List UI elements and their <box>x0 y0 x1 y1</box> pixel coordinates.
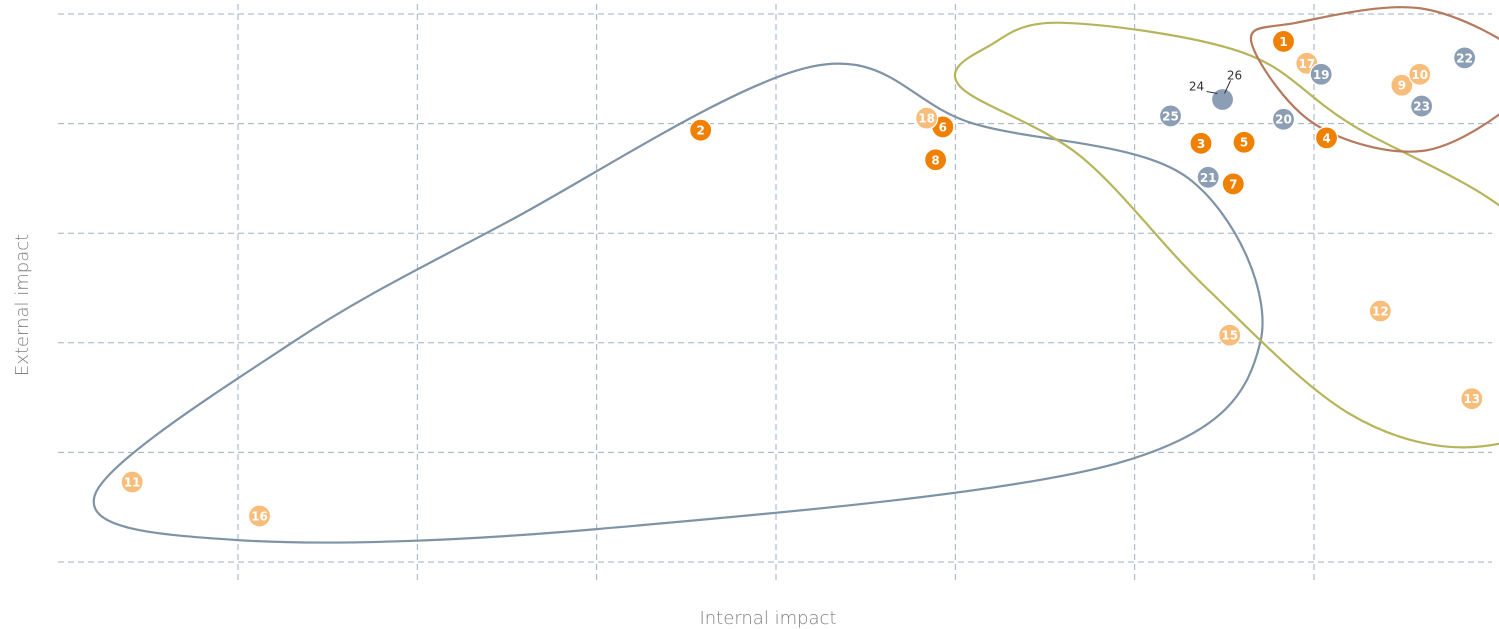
cluster-outline-3 <box>1249 6 1499 153</box>
point-marker-20 <box>1271 107 1296 131</box>
x-axis-label: Internal impact <box>699 608 836 629</box>
point-1: 1 <box>1271 29 1296 54</box>
cluster-outline-1 <box>92 62 1264 544</box>
point-label-26: 26 <box>1227 68 1242 82</box>
point-label-19: 19 <box>1313 68 1330 82</box>
point-9: 9 <box>1390 73 1414 97</box>
point-marker-9 <box>1390 73 1414 97</box>
point-label-3: 3 <box>1197 137 1205 151</box>
point-marker-18 <box>915 106 939 130</box>
y-axis-label: External impact <box>12 234 33 376</box>
point-marker-22 <box>1453 46 1477 70</box>
point-marker-8 <box>924 148 948 172</box>
point-marker-11 <box>120 470 144 494</box>
point-label-24: 24 <box>1189 79 1204 93</box>
point-label-4: 4 <box>1322 131 1330 145</box>
point-marker-16 <box>247 504 272 528</box>
point-label-17: 17 <box>1298 57 1315 71</box>
point-marker-3 <box>1189 131 1213 155</box>
grid <box>58 4 1492 584</box>
point-label-13: 13 <box>1463 392 1480 406</box>
point-3: 3 <box>1189 131 1213 155</box>
point-label-9: 9 <box>1398 79 1406 93</box>
point-7: 7 <box>1221 172 1245 196</box>
point-label-2: 2 <box>697 124 705 138</box>
point-25: 25 <box>1158 104 1183 128</box>
point-marker-10 <box>1408 62 1432 86</box>
point-label-20: 20 <box>1275 113 1292 127</box>
data-points: 1234567891011121314151617181920212223252… <box>120 29 1484 528</box>
point-label-25: 25 <box>1162 109 1179 123</box>
point-4: 4 <box>1314 126 1339 150</box>
point-marker-21 <box>1196 165 1220 189</box>
point-label-16: 16 <box>251 509 268 523</box>
point-marker-1 <box>1271 29 1296 54</box>
point-marker-2 <box>689 118 713 142</box>
point-label-10: 10 <box>1411 68 1428 82</box>
point-21: 21 <box>1196 165 1220 189</box>
point-19: 19 <box>1309 62 1333 86</box>
point-marker-24 <box>1210 87 1235 112</box>
point-label-23: 23 <box>1413 100 1430 114</box>
point-23: 23 <box>1409 94 1434 118</box>
point-label-18: 18 <box>918 112 935 126</box>
point-15: 15 <box>1218 323 1242 347</box>
point-label-12: 12 <box>1372 305 1389 319</box>
point-label-7: 7 <box>1229 177 1237 191</box>
point-10: 10 <box>1408 62 1432 86</box>
callout-line-24 <box>1206 90 1218 94</box>
point-marker-13 <box>1460 387 1484 411</box>
point-label-22: 22 <box>1456 51 1473 65</box>
point-label-8: 8 <box>931 153 939 167</box>
point-16: 16 <box>247 504 272 528</box>
point-18: 18 <box>915 106 939 130</box>
point-marker-23 <box>1409 94 1434 118</box>
point-marker-15 <box>1218 323 1242 347</box>
point-22: 22 <box>1453 46 1477 70</box>
point-12: 12 <box>1368 299 1392 323</box>
point-8: 8 <box>924 148 948 172</box>
point-label-1: 1 <box>1279 35 1287 49</box>
point-5: 5 <box>1232 130 1256 154</box>
point-2: 2 <box>689 118 713 142</box>
point-marker-5 <box>1232 130 1256 154</box>
point-26: 26 <box>1224 68 1242 94</box>
point-label-6: 6 <box>939 120 947 134</box>
point-label-11: 11 <box>124 475 141 489</box>
callout-line-26 <box>1224 80 1231 94</box>
cluster-outlines <box>92 6 1499 544</box>
point-label-21: 21 <box>1200 171 1217 185</box>
point-label-5: 5 <box>1240 136 1248 150</box>
point-marker-4 <box>1314 126 1339 150</box>
point-11: 11 <box>120 470 144 494</box>
cluster-outline-2 <box>953 21 1499 449</box>
point-marker-7 <box>1221 172 1245 196</box>
point-label-15: 15 <box>1221 329 1238 343</box>
point-24: 24 <box>1189 79 1235 112</box>
point-20: 20 <box>1271 107 1296 131</box>
point-marker-25 <box>1158 104 1183 128</box>
point-13: 13 <box>1460 387 1484 411</box>
point-marker-19 <box>1309 62 1333 86</box>
point-marker-12 <box>1368 299 1392 323</box>
